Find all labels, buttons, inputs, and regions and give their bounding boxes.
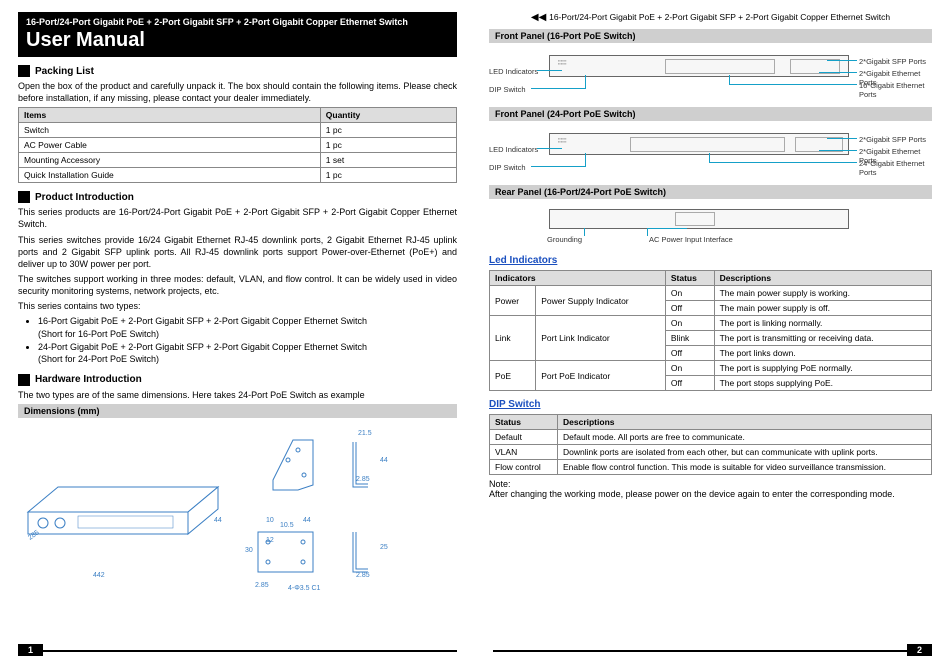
title-bar: 16-Port/24-Port Gigabit PoE + 2-Port Gig… [18,12,457,57]
table-row: AC Power Cable1 pc [19,138,457,153]
callout-gnd: Grounding [547,235,582,244]
front-panel-16-diagram: ▪▪▪▪▪▪▪▪▪▪▪▪ LED Indicators DIP Switch 2… [489,47,932,101]
dim-ph: 30 [245,547,253,554]
port-block-16 [665,59,775,74]
intro-p2: This series switches provide 16/24 Gigab… [18,234,457,270]
front-panel-24-heading: Front Panel (24-Port PoE Switch) [489,107,932,121]
dim-ha: 10 [266,517,274,524]
note-text: After changing the working mode, please … [489,489,895,499]
page-number: 2 [907,644,932,656]
plate-icon [253,527,323,582]
hardware-label: Hardware Introduction [35,374,142,385]
note-label: Note: [489,479,511,489]
callout-led: LED Indicators [489,145,538,154]
note: Note:After changing the working mode, pl… [489,479,932,499]
col-items: Items [19,108,321,123]
product-intro-heading: Product Introduction [18,191,457,203]
packing-intro-text: Open the box of the product and carefull… [18,80,457,104]
rear-panel-heading: Rear Panel (16-Port/24-Port PoE Switch) [489,185,932,199]
square-icon [18,191,30,203]
table-row: PoEPort PoE IndicatorOnThe port is suppl… [490,361,932,376]
callout-down: 16*Gigabit Ethernet Ports [859,81,932,99]
page-1: 16-Port/24-Port Gigabit PoE + 2-Port Gig… [0,0,475,660]
intro-list: 16-Port Gigabit PoE + 2-Port Gigabit SFP… [38,315,457,365]
dim-brh2: 2.85 [356,476,370,483]
device-outline: ▪▪▪▪▪▪▪▪▪▪▪▪ [549,133,849,155]
device-outline: ▪▪▪▪▪▪▪▪▪▪▪▪ [549,55,849,77]
page-number: 1 [18,644,43,656]
page-2: ◀◀ 16-Port/24-Port Gigabit PoE + 2-Port … [475,0,950,660]
intro-p3: The switches support working in three mo… [18,273,457,297]
callout-ac: AC Power Input Interface [649,235,733,244]
table-row: Quick Installation Guide1 pc [19,168,457,183]
title-subtitle: 16-Port/24-Port Gigabit PoE + 2-Port Gig… [26,17,449,27]
dim-w: 442 [93,572,105,579]
angle-icon [348,437,378,497]
hardware-heading: Hardware Introduction [18,374,457,386]
table-row: DefaultDefault mode. All ports are free … [490,430,932,445]
product-intro-label: Product Introduction [35,192,134,203]
callout-led: LED Indicators [489,67,538,76]
dim-brh: 44 [380,457,388,464]
device-outline [549,209,849,229]
dim-ang2: 2.85 [255,582,269,589]
page2-header: ◀◀ 16-Port/24-Port Gigabit PoE + 2-Port … [489,12,932,23]
dip-table: StatusDescriptions DefaultDefault mode. … [489,414,932,475]
dimensions-heading: Dimensions (mm) [18,404,457,418]
callout-dip: DIP Switch [489,85,526,94]
arrow-left-icon: ◀◀ [531,12,549,23]
dim-ang3: 2.85 [356,572,370,579]
table-row: LinkPort Link IndicatorOnThe port is lin… [490,316,932,331]
square-icon [18,374,30,386]
callout-down: 24*Gigabit Ethernet Ports [859,159,932,177]
table-row: Flow controlEnable flow control function… [490,460,932,475]
ac-socket [675,212,715,226]
title-main: User Manual [26,29,449,52]
rear-panel-diagram: Grounding AC Power Input Interface [489,203,932,247]
dim-hc: 10.5 [280,522,294,529]
hw-intro: The two types are of the same dimensions… [18,389,457,401]
table-row: Mounting Accessory1 set [19,153,457,168]
table-row: Switch1 pc [19,123,457,138]
callout-sfp: 2*Gigabit SFP Ports [859,57,926,66]
intro-p4: This series contains two types: [18,300,457,312]
callout-sfp: 2*Gigabit SFP Ports [859,135,926,144]
footer-rule [18,650,457,652]
table-row: StatusDescriptions [490,415,932,430]
footer-rule [493,650,932,652]
led-block: ▪▪▪▪▪▪▪▪▪▪▪▪ [558,137,593,152]
callout-dip: DIP Switch [489,163,526,172]
led-block: ▪▪▪▪▪▪▪▪▪▪▪▪ [558,59,593,74]
table-row: Indicators Status Descriptions [490,271,932,286]
led-indicators-link[interactable]: Led Indicators [489,255,932,266]
port-block-24 [630,137,785,152]
dimensions-diagram: 442 44 285 21.5 44 2.85 10 10.5 12 30 44 [18,422,457,602]
led-table: Indicators Status Descriptions PowerPowe… [489,270,932,391]
list-item: 24-Port Gigabit PoE + 2-Port Gigabit SFP… [38,341,457,366]
front-panel-16-heading: Front Panel (16-Port PoE Switch) [489,29,932,43]
dim-hb: 12 [266,537,274,544]
bracket-icon [268,430,338,500]
dim-note: 4-Φ3.5 C1 [288,585,320,592]
dim-pl2h: 25 [380,544,388,551]
table-row: PowerPower Supply IndicatorOnThe main po… [490,286,932,301]
dim-brw: 21.5 [358,430,372,437]
dim-pw: 44 [303,517,311,524]
list-item: 16-Port Gigabit PoE + 2-Port Gigabit SFP… [38,315,457,340]
table-row: ItemsQuantity [19,108,457,123]
front-panel-24-diagram: ▪▪▪▪▪▪▪▪▪▪▪▪ LED Indicators DIP Switch 2… [489,125,932,179]
dim-h: 44 [214,517,222,524]
intro-p1: This series products are 16-Port/24-Port… [18,206,457,230]
packing-list-label: Packing List [35,66,94,77]
col-qty: Quantity [320,108,456,123]
square-icon [18,65,30,77]
table-row: VLANDownlink ports are isolated from eac… [490,445,932,460]
dip-switch-link[interactable]: DIP Switch [489,399,932,410]
packing-table: ItemsQuantity Switch1 pc AC Power Cable1… [18,107,457,183]
switch-iso-icon [18,452,228,572]
packing-list-heading: Packing List [18,65,457,77]
